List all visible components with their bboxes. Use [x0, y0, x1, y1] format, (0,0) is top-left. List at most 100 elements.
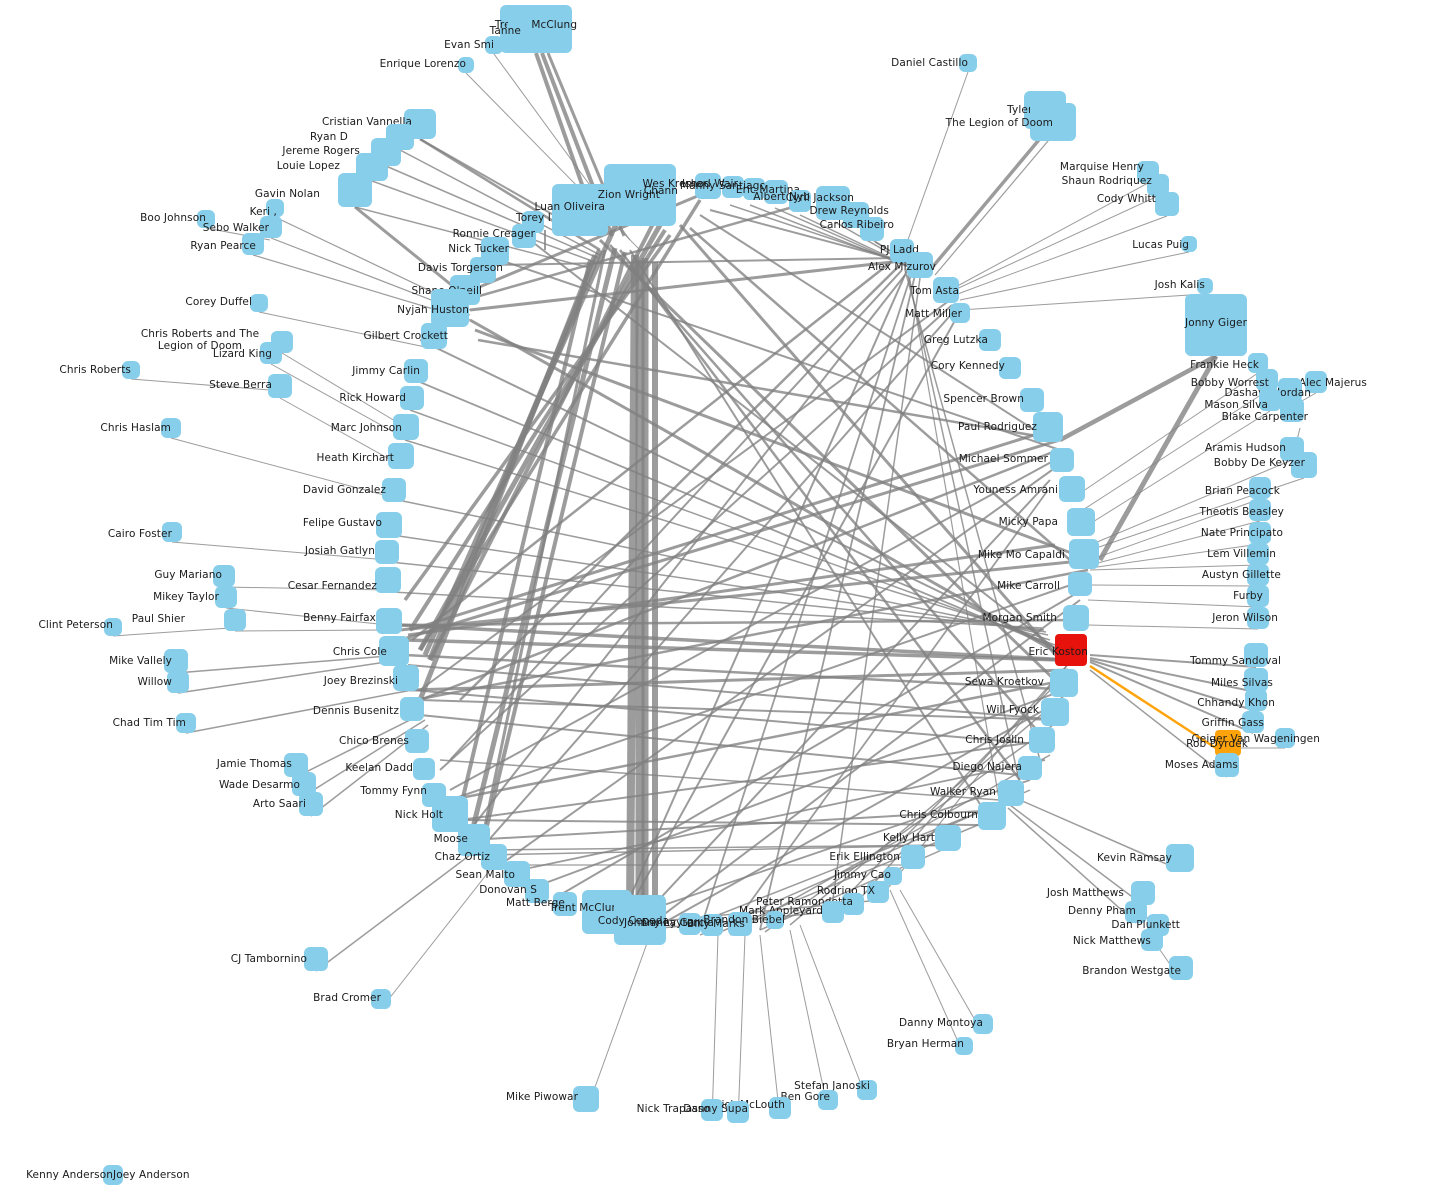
graph-node[interactable]: [299, 792, 323, 816]
graph-node[interactable]: [304, 947, 328, 971]
graph-node[interactable]: [197, 210, 215, 228]
graph-node[interactable]: [1249, 522, 1271, 544]
graph-node[interactable]: [400, 697, 424, 721]
graph-node[interactable]: [413, 758, 435, 780]
graph-node[interactable]: [176, 713, 196, 733]
graph-node[interactable]: [167, 671, 189, 693]
graph-node[interactable]: [1244, 643, 1268, 667]
graph-node[interactable]: [1245, 689, 1267, 711]
graph-node[interactable]: [907, 252, 933, 278]
graph-node[interactable]: [1169, 956, 1193, 980]
graph-node[interactable]: [1055, 634, 1087, 666]
graph-node[interactable]: [375, 540, 399, 564]
graph-node[interactable]: [376, 608, 402, 634]
graph-node[interactable]: [679, 913, 701, 935]
graph-node[interactable]: [122, 361, 140, 379]
graph-node[interactable]: [1059, 476, 1085, 502]
graph-node[interactable]: [485, 36, 503, 54]
graph-node[interactable]: [512, 224, 536, 248]
graph-node[interactable]: [1249, 477, 1271, 499]
graph-node[interactable]: [371, 989, 391, 1009]
graph-node[interactable]: [1256, 369, 1278, 391]
graph-node[interactable]: [842, 893, 864, 915]
graph-node[interactable]: [1063, 605, 1089, 631]
graph-node[interactable]: [507, 20, 531, 44]
graph-node[interactable]: [1018, 756, 1042, 780]
graph-node[interactable]: [104, 618, 122, 636]
graph-node[interactable]: [431, 289, 469, 327]
graph-node[interactable]: [388, 443, 414, 469]
graph-node[interactable]: [1050, 448, 1074, 472]
graph-node[interactable]: [950, 303, 970, 323]
graph-node[interactable]: [884, 867, 902, 885]
graph-node[interactable]: [1181, 236, 1197, 252]
graph-node[interactable]: [822, 901, 844, 923]
graph-node[interactable]: [935, 825, 961, 851]
graph-node[interactable]: [1067, 508, 1095, 536]
graph-node[interactable]: [769, 1097, 791, 1119]
graph-node[interactable]: [1291, 452, 1317, 478]
graph-node[interactable]: [1033, 412, 1063, 442]
graph-node[interactable]: [1247, 543, 1269, 565]
graph-node[interactable]: [1247, 585, 1269, 607]
graph-node[interactable]: [789, 190, 811, 212]
graph-node[interactable]: [1030, 103, 1076, 141]
graph-node[interactable]: [421, 323, 447, 349]
graph-node[interactable]: [400, 386, 424, 410]
graph-node[interactable]: [1197, 278, 1213, 294]
graph-node[interactable]: [393, 414, 419, 440]
graph-node[interactable]: [857, 1080, 877, 1100]
graph-node[interactable]: [933, 277, 959, 303]
graph-node[interactable]: [1247, 607, 1269, 629]
graph-node[interactable]: [728, 912, 752, 936]
graph-node[interactable]: [405, 729, 429, 753]
graph-node[interactable]: [1244, 668, 1268, 692]
graph-node[interactable]: [1249, 499, 1271, 521]
graph-node[interactable]: [161, 418, 181, 438]
graph-node[interactable]: [998, 780, 1024, 806]
graph-node[interactable]: [727, 1101, 749, 1123]
graph-node[interactable]: [1041, 698, 1069, 726]
graph-node[interactable]: [1275, 728, 1295, 748]
graph-node[interactable]: [382, 478, 406, 502]
graph-node[interactable]: [525, 879, 549, 903]
graph-node[interactable]: [1242, 711, 1264, 733]
graph-node[interactable]: [260, 216, 282, 238]
graph-node[interactable]: [610, 175, 640, 205]
graph-node[interactable]: [481, 844, 507, 870]
graph-node[interactable]: [1147, 174, 1169, 196]
graph-node[interactable]: [268, 374, 292, 398]
graph-node[interactable]: [553, 892, 577, 916]
graph-node[interactable]: [743, 178, 765, 200]
graph-node[interactable]: [1020, 388, 1044, 412]
graph-node[interactable]: [818, 1090, 838, 1110]
graph-node[interactable]: [979, 329, 1001, 351]
graph-node[interactable]: [1068, 572, 1092, 596]
graph-node[interactable]: [1305, 371, 1327, 393]
graph-node[interactable]: [379, 636, 409, 666]
graph-node[interactable]: [250, 294, 268, 312]
graph-node[interactable]: [973, 1014, 993, 1034]
graph-node[interactable]: [1029, 727, 1055, 753]
graph-node[interactable]: [260, 342, 282, 364]
graph-node[interactable]: [955, 1037, 973, 1055]
graph-node[interactable]: [338, 173, 372, 207]
graph-node[interactable]: [901, 845, 925, 869]
graph-node[interactable]: [695, 173, 721, 199]
graph-node[interactable]: [1050, 669, 1078, 697]
graph-node[interactable]: [1247, 564, 1269, 586]
graph-node[interactable]: [764, 180, 788, 204]
graph-node[interactable]: [701, 1099, 723, 1121]
graph-node[interactable]: [860, 217, 884, 241]
graph-node[interactable]: [1125, 901, 1147, 923]
graph-node[interactable]: [701, 914, 723, 936]
graph-node[interactable]: [458, 57, 474, 73]
graph-node[interactable]: [867, 881, 889, 903]
graph-node[interactable]: [1280, 398, 1304, 422]
graph-node[interactable]: [242, 233, 264, 255]
graph-node[interactable]: [215, 586, 237, 608]
graph-node[interactable]: [1215, 753, 1239, 777]
graph-node[interactable]: [978, 802, 1006, 830]
graph-node[interactable]: [1259, 389, 1281, 411]
graph-node[interactable]: [1166, 844, 1194, 872]
